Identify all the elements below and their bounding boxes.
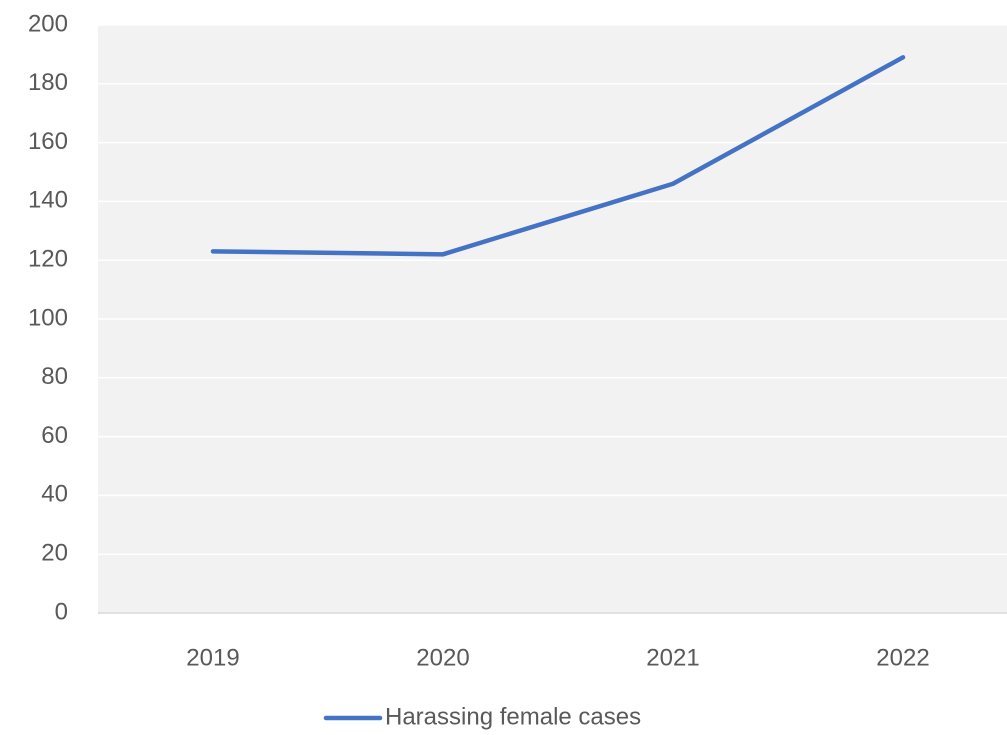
y-tick-label: 100 [28,304,68,331]
y-tick-label: 40 [41,481,68,508]
y-tick-label: 20 [41,540,68,567]
y-tick-label: 80 [41,363,68,390]
y-tick-label: 120 [28,246,68,273]
x-tick-label: 2019 [186,644,239,671]
y-tick-label: 200 [28,10,68,37]
y-tick-label: 60 [41,422,68,449]
legend-label: Harassing female cases [385,703,641,730]
x-tick-label: 2020 [416,644,469,671]
y-tick-label: 0 [55,598,68,625]
x-tick-label: 2021 [646,644,699,671]
y-tick-label: 160 [28,128,68,155]
y-tick-label: 180 [28,69,68,96]
data-line [210,55,906,257]
y-tick-label: 140 [28,187,68,214]
x-tick-label: 2022 [876,644,929,671]
